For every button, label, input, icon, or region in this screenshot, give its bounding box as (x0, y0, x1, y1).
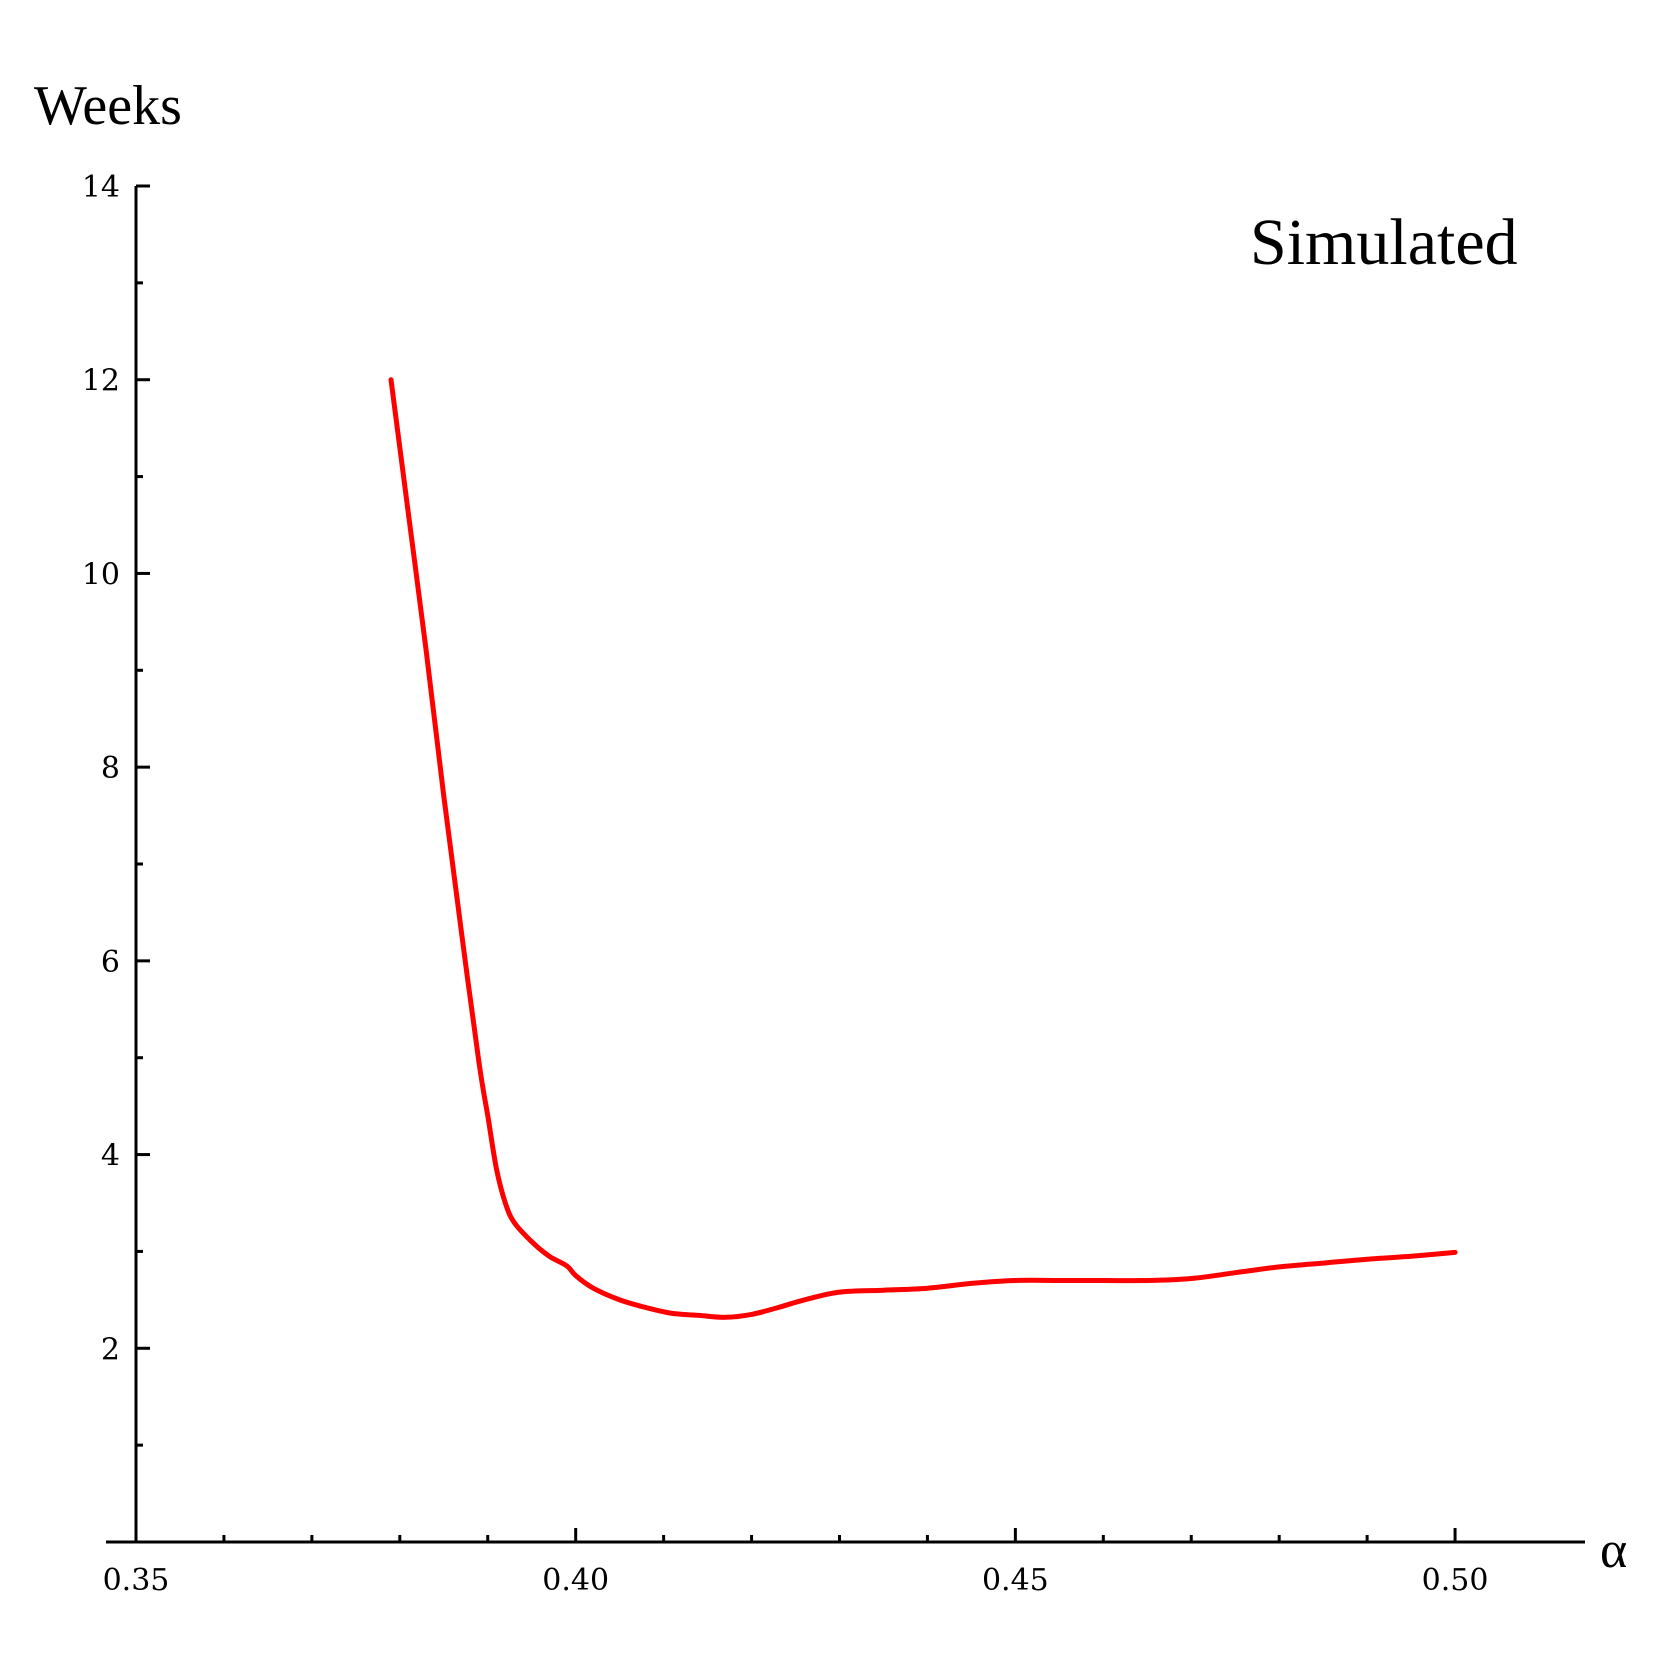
x-tick-label: 0.40 (542, 1563, 609, 1598)
y-tick-label: 14 (82, 170, 120, 205)
chart-annotation: Simulated (1250, 206, 1518, 279)
y-axis-title: Weeks (34, 75, 182, 137)
x-tick-label: 0.50 (1422, 1563, 1489, 1598)
y-tick-label: 6 (101, 945, 120, 980)
y-tick-label: 8 (101, 751, 120, 786)
y-tick-label: 4 (101, 1139, 120, 1174)
y-tick-label: 12 (82, 364, 120, 399)
x-tick-label: 0.45 (982, 1563, 1049, 1598)
ticks (134, 184, 1457, 1542)
x-axis-title: α (1600, 1522, 1627, 1579)
axes (106, 186, 1585, 1544)
y-tick-label: 2 (101, 1332, 120, 1367)
tick-labels: 0.35 0.40 0.45 0.50 2 4 6 8 10 12 14 (82, 170, 1489, 1598)
series-line (388, 377, 1458, 1320)
y-tick-label: 10 (82, 557, 120, 592)
x-tick-label: 0.35 (103, 1563, 170, 1598)
